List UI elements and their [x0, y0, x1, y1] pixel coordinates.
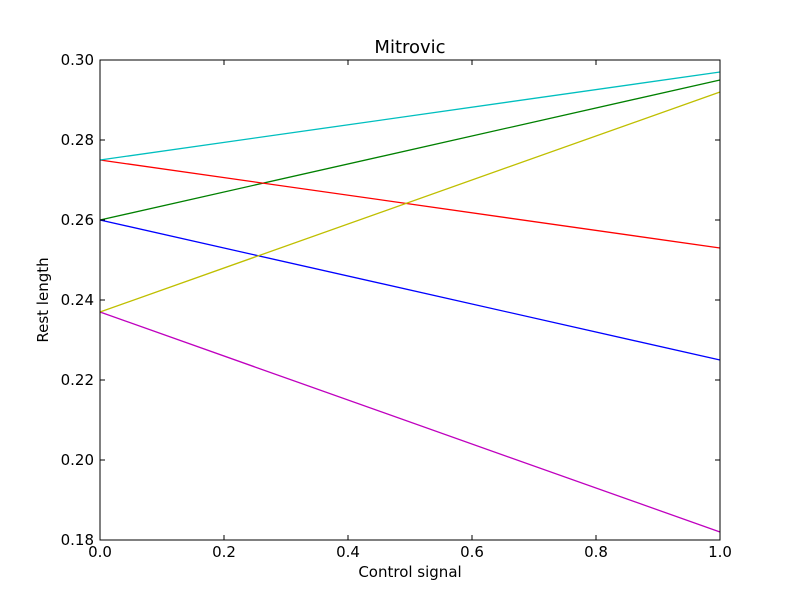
x-tick-label: 0.6 — [460, 543, 484, 561]
y-tick-label: 0.26 — [61, 211, 94, 229]
series-line-6 — [99, 91, 721, 313]
x-tick-label: 0.2 — [212, 543, 236, 561]
series-line-5 — [99, 311, 721, 533]
series-layer — [99, 71, 721, 533]
y-tick-label: 0.20 — [61, 451, 94, 469]
x-tick-label: 0.0 — [88, 543, 112, 561]
y-tick-label: 0.22 — [61, 371, 94, 389]
tick-layer: 0.0 0.2 0.4 0.6 0.8 1.0 0.18 0.20 0.22 0.24 0.26 0.… — [61, 51, 732, 561]
chart-title: Mitrovic — [374, 37, 445, 58]
y-axis-label: Rest length — [34, 257, 52, 342]
series-line-4 — [99, 71, 721, 161]
x-tick-label: 0.8 — [584, 543, 608, 561]
x-tick-label: 0.4 — [336, 543, 360, 561]
x-tick-label: 1.0 — [708, 543, 732, 561]
y-tick-label: 0.18 — [61, 531, 94, 549]
series-line-1 — [99, 219, 721, 361]
plot-frame — [99, 59, 721, 541]
y-tick-label: 0.30 — [61, 51, 94, 69]
x-axis-label: Control signal — [358, 563, 461, 581]
y-tick-label: 0.24 — [61, 291, 94, 309]
series-line-2 — [99, 79, 721, 221]
series-line-3 — [99, 159, 721, 249]
y-tick-label: 0.28 — [61, 131, 94, 149]
